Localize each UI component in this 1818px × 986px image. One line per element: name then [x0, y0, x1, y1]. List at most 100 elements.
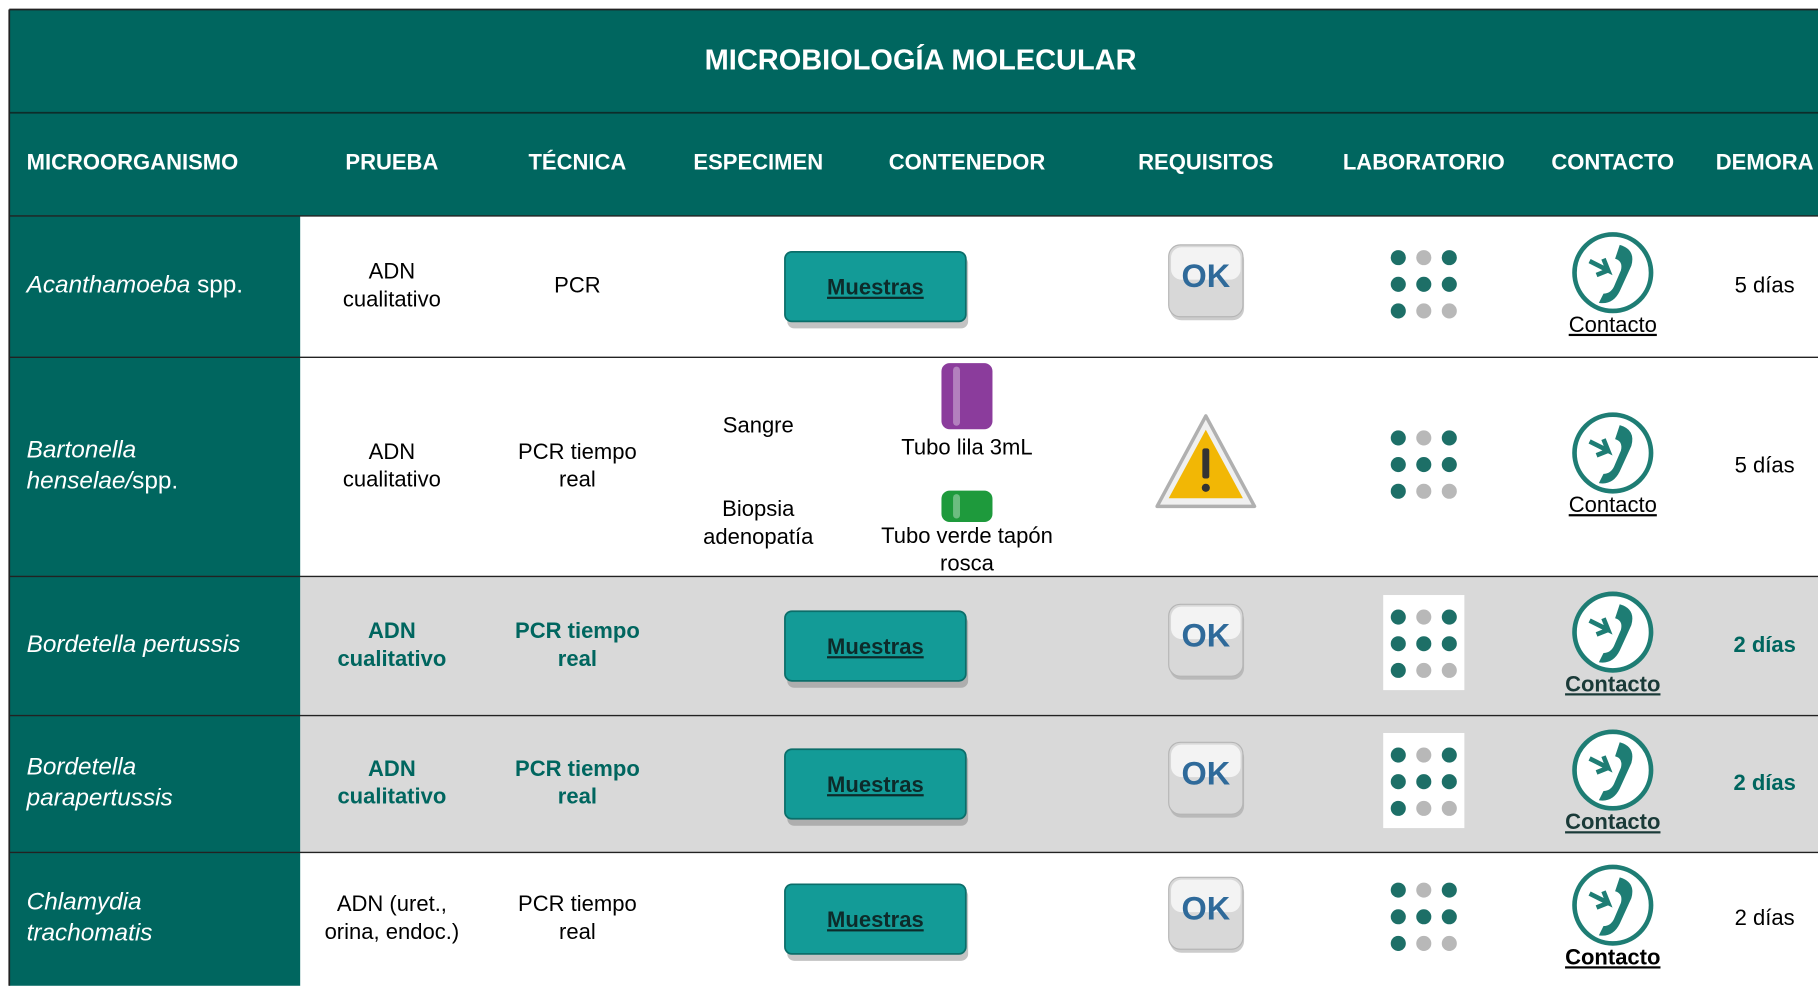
row-bg	[300, 576, 1818, 716]
cell-text: PCR	[554, 272, 600, 297]
lab-dot	[1416, 609, 1432, 625]
lab-dot	[1390, 483, 1406, 499]
cell-text: cualitativo	[343, 286, 441, 311]
samples-button-label[interactable]: Muestras	[827, 772, 924, 797]
lab-dot	[1416, 303, 1432, 319]
column-header: TÉCNICA	[528, 150, 626, 175]
lab-dot	[1441, 909, 1457, 925]
arrow	[1588, 755, 1613, 775]
lab-dot	[1390, 303, 1406, 319]
samples-button[interactable]	[784, 610, 967, 682]
lab-dot	[1416, 774, 1432, 790]
phone	[1598, 244, 1633, 304]
contact-link[interactable]: Contacto	[1565, 944, 1660, 969]
contact-link[interactable]: Contacto	[1569, 312, 1657, 337]
contact-link[interactable]: Contacto	[1565, 809, 1660, 834]
lab-dot	[1390, 882, 1406, 898]
column-header: CONTACTO	[1551, 150, 1674, 175]
samples-button[interactable]	[784, 748, 967, 820]
lab-dot	[1390, 250, 1406, 266]
lab-dot	[1416, 747, 1432, 763]
phone	[1598, 742, 1633, 801]
cell-text: real	[559, 919, 596, 944]
row-bg	[300, 215, 1818, 358]
lab-dot	[1416, 636, 1432, 652]
microorganism: Acanthamoeba spp.	[25, 272, 243, 299]
microorganism-part: trachomatis	[27, 920, 153, 947]
lab-dot	[1416, 276, 1432, 292]
column-header: MICROORGANISMO	[27, 150, 239, 175]
delay: 5 días	[1735, 272, 1795, 297]
table-title: MICROBIOLOGÍA MOLECULAR	[705, 42, 1137, 76]
lab-dot	[1441, 303, 1457, 319]
column-header: REQUISITOS	[1138, 150, 1273, 175]
microorganism-part: Chlamydia	[27, 889, 142, 916]
delay: 2 días	[1733, 770, 1795, 795]
lab-dot	[1441, 935, 1457, 951]
cell-text: real	[558, 646, 597, 671]
lab-dot	[1416, 800, 1432, 816]
samples-button-label[interactable]: Muestras	[827, 275, 924, 300]
container: rosca	[940, 551, 995, 576]
microorganism: Bartonella	[27, 437, 137, 464]
row-bg	[300, 852, 1818, 986]
arrow	[1588, 438, 1613, 458]
cell-text: PCR tiempo	[515, 618, 640, 643]
samples-button-label[interactable]: Muestras	[827, 907, 924, 932]
cell-text: ADN	[368, 618, 416, 643]
contact-link[interactable]: Contacto	[1569, 492, 1657, 517]
microorganism-part: Bordetella	[27, 754, 137, 781]
microorganism-part: Bartonella	[27, 437, 137, 464]
tube-cap	[941, 490, 993, 522]
column-header: CONTENEDOR	[889, 150, 1046, 175]
column-header: ESPECIMEN	[693, 150, 823, 175]
lab-dot	[1390, 457, 1406, 473]
specimen: Sangre	[723, 413, 794, 438]
microorganism: trachomatis	[27, 920, 153, 947]
samples-button-label[interactable]: Muestras	[827, 634, 924, 659]
tube-cap-shine	[953, 366, 961, 426]
lab-dot	[1441, 457, 1457, 473]
lab-dot	[1441, 609, 1457, 625]
lab-dot	[1416, 457, 1432, 473]
lab-dot	[1390, 636, 1406, 652]
ok-gloss	[1171, 879, 1241, 913]
lab-dot	[1390, 662, 1406, 678]
microorganism-part: henselae/	[27, 468, 135, 495]
lab-dot	[1441, 662, 1457, 678]
cell-text: PCR tiempo	[518, 439, 637, 464]
name-cell	[9, 215, 301, 358]
cell-text: ADN	[369, 259, 415, 284]
ok-label: OK	[1181, 618, 1230, 654]
lab-dot	[1416, 935, 1432, 951]
microorganism: Chlamydia	[27, 889, 142, 916]
ok-label: OK	[1181, 258, 1230, 294]
microorganism: parapertussis	[26, 785, 173, 812]
container: Tubo verde tapón	[881, 523, 1053, 548]
lab-dot	[1390, 609, 1406, 625]
microorganism-part: spp.	[132, 468, 178, 495]
lab-dot	[1441, 774, 1457, 790]
lab-dot	[1390, 774, 1406, 790]
contact-icon	[1572, 864, 1654, 946]
ok-label: OK	[1181, 891, 1230, 927]
cell-text: PCR tiempo	[518, 891, 637, 916]
microorganism: henselae/spp.	[27, 468, 179, 495]
lab-dot	[1441, 430, 1457, 446]
lab-dot	[1416, 250, 1432, 266]
cell-text: real	[558, 784, 597, 809]
lab-dot	[1390, 430, 1406, 446]
cell-text: cualitativo	[343, 467, 441, 492]
samples-button[interactable]	[784, 250, 967, 323]
microorganism: Bordetella	[27, 754, 137, 781]
contact-icon	[1572, 729, 1654, 811]
lab-dot	[1416, 882, 1432, 898]
name-cell	[9, 357, 301, 577]
lab-dot	[1416, 483, 1432, 499]
samples-button[interactable]	[784, 883, 967, 955]
microorganism-part: parapertussis	[26, 785, 173, 812]
contact-link[interactable]: Contacto	[1565, 671, 1660, 696]
phone	[1598, 604, 1633, 663]
